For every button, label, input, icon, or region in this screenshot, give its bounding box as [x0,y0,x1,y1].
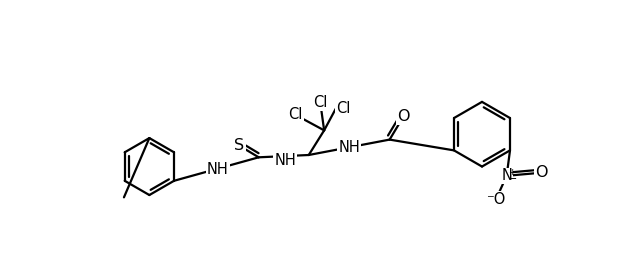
Text: NH: NH [207,162,228,176]
Text: O: O [535,165,548,180]
Text: S: S [234,138,244,153]
Text: NH: NH [339,140,360,155]
Text: Cl: Cl [289,108,303,122]
Text: Cl: Cl [313,95,328,110]
Text: +: + [508,168,516,177]
Text: ⁻O: ⁻O [486,192,506,207]
Text: O: O [397,109,410,124]
Text: NH: NH [275,152,296,167]
Text: N: N [501,168,512,183]
Text: −: − [508,174,518,184]
Text: Cl: Cl [336,101,350,116]
